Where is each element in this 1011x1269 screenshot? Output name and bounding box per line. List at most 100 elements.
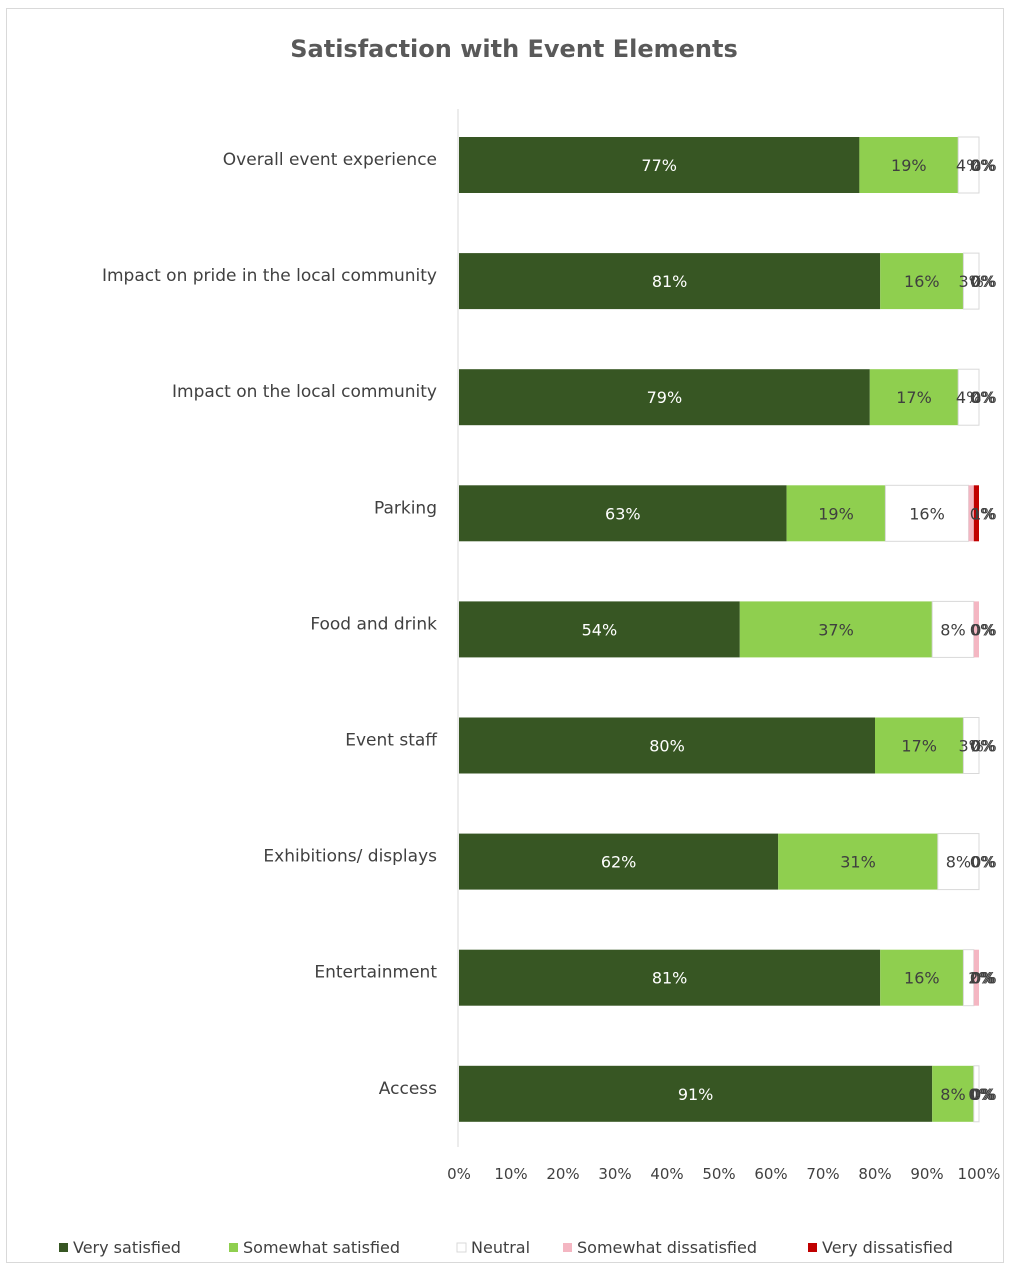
x-tick-label-4: 40% bbox=[650, 1165, 683, 1183]
bar-neutral-overall-event-experience bbox=[957, 136, 980, 194]
category-label-entertainment: Entertainment bbox=[314, 963, 437, 983]
data-labels: 77% 19% 4%0%0%81% 16% 3%0%0%79% 17% 4%0%0%63% 1… bbox=[582, 156, 997, 1104]
data-label-very-satisfied-food-and-drink: 54% bbox=[582, 620, 618, 639]
bar-neutral-event-staff bbox=[962, 717, 980, 774]
bar-very-satisfied-event-staff bbox=[459, 717, 875, 774]
data-label-somewhat-satisfied-access: 8% bbox=[940, 1085, 965, 1104]
x-tick-label-5: 50% bbox=[702, 1165, 735, 1183]
legend-label-neutral: Neutral bbox=[471, 1238, 530, 1257]
bar-very-satisfied-entertainment bbox=[459, 949, 881, 1006]
bar-very-satisfied-impact-on-the-local-community bbox=[459, 369, 870, 426]
data-label-very-satisfied-event-staff: 80% bbox=[649, 737, 685, 756]
bar-somewhat-satisfied-access bbox=[932, 1065, 974, 1122]
data-label-neutral-impact-on-pride-in-the-local-community: 3% bbox=[959, 272, 984, 291]
data-label-neutral-exhibitions-displays: 8% bbox=[946, 853, 971, 872]
data-label-somewhat-dissatisfied-overall-event-experience: 0% bbox=[970, 156, 995, 175]
bar-very-satisfied-access bbox=[459, 1065, 933, 1122]
x-tick-label-2: 20% bbox=[546, 1165, 579, 1183]
data-label-very-dissatisfied-parking: 1% bbox=[971, 504, 996, 523]
bar-very-satisfied-overall-event-experience bbox=[459, 137, 860, 193]
bar-somewhat-satisfied-impact-on-the-local-community bbox=[869, 369, 959, 426]
bar-neutral-exhibitions-displays bbox=[937, 833, 980, 891]
data-label-very-satisfied-entertainment: 81% bbox=[652, 969, 688, 988]
data-label-somewhat-dissatisfied-parking: 0% bbox=[970, 504, 995, 523]
category-label-impact-on-the-local-community: Impact on the local community bbox=[172, 382, 437, 402]
category-labels: Overall event experience Impact on pride … bbox=[102, 150, 438, 1099]
bar-very-satisfied-exhibitions-displays bbox=[459, 833, 779, 890]
data-label-somewhat-dissatisfied-entertainment: 0% bbox=[970, 969, 995, 988]
data-label-somewhat-satisfied-event-staff: 17% bbox=[901, 737, 937, 756]
data-label-somewhat-satisfied-impact-on-the-local-community: 17% bbox=[896, 388, 932, 407]
bar-somewhat-satisfied-exhibitions-displays bbox=[778, 833, 938, 890]
legend: Very satisfied Somewhat satisfied Neutral S… bbox=[59, 1238, 953, 1257]
data-label-very-dissatisfied-overall-event-experience: 0% bbox=[971, 156, 996, 175]
data-label-very-dissatisfied-exhibitions-displays: 0% bbox=[971, 853, 996, 872]
legend-label-somewhat-dissatisfied: Somewhat dissatisfied bbox=[577, 1238, 757, 1257]
data-label-very-satisfied-impact-on-pride-in-the-local-community: 81% bbox=[652, 272, 688, 291]
data-label-somewhat-dissatisfied-access: 0% bbox=[970, 1085, 995, 1104]
category-label-event-staff: Event staff bbox=[345, 731, 438, 751]
x-axis-tick-labels: 0% 10% 20% 30% 40% 50% 60% 70% 80% 90% 100% bbox=[447, 1165, 1000, 1183]
category-label-exhibitions-displays: Exhibitions/ displays bbox=[263, 847, 437, 867]
data-label-somewhat-dissatisfied-food-and-drink: 0% bbox=[970, 620, 995, 639]
legend-swatch-neutral bbox=[456, 1242, 467, 1253]
bar-neutral-access bbox=[973, 1065, 980, 1123]
legend-swatch-very-dissatisfied bbox=[808, 1243, 817, 1252]
bar-somewhat-dissatisfied-parking bbox=[968, 485, 974, 542]
bar-neutral-impact-on-pride-in-the-local-community bbox=[962, 252, 980, 310]
x-tick-label-1: 10% bbox=[494, 1165, 527, 1183]
bar-somewhat-satisfied-parking bbox=[786, 485, 886, 542]
chart-frame: Satisfaction with Event Elements Overall… bbox=[6, 8, 1004, 1263]
data-label-somewhat-satisfied-impact-on-pride-in-the-local-community: 16% bbox=[904, 272, 940, 291]
legend-label-very-dissatisfied: Very dissatisfied bbox=[822, 1238, 953, 1257]
bar-somewhat-satisfied-overall-event-experience bbox=[859, 137, 959, 193]
data-label-neutral-parking: 16% bbox=[909, 504, 945, 523]
bar-very-satisfied-parking bbox=[459, 485, 787, 542]
category-label-food-and-drink: Food and drink bbox=[310, 614, 437, 634]
legend-label-very-satisfied: Very satisfied bbox=[73, 1238, 181, 1257]
data-label-very-dissatisfied-access: 0% bbox=[971, 1085, 996, 1104]
data-label-very-dissatisfied-impact-on-pride-in-the-local-community: 0% bbox=[971, 272, 996, 291]
data-label-somewhat-dissatisfied-impact-on-the-local-community: 0% bbox=[970, 388, 995, 407]
bar-somewhat-dissatisfied-entertainment bbox=[973, 949, 979, 1006]
stacked-bar-chart: Satisfaction with Event Elements Overall… bbox=[59, 35, 1000, 1257]
legend-swatch-somewhat-dissatisfied bbox=[563, 1243, 572, 1252]
legend-swatch-somewhat-satisfied bbox=[229, 1243, 238, 1252]
data-label-somewhat-dissatisfied-event-staff: 0% bbox=[970, 737, 995, 756]
x-tick-label-8: 80% bbox=[858, 1165, 891, 1183]
category-label-overall-event-experience: Overall event experience bbox=[223, 150, 437, 170]
data-label-very-dissatisfied-food-and-drink: 0% bbox=[971, 620, 996, 639]
x-tick-label-6: 60% bbox=[754, 1165, 787, 1183]
bar-segments bbox=[459, 136, 980, 1123]
category-label-access: Access bbox=[379, 1079, 437, 1099]
legend-label-somewhat-satisfied: Somewhat satisfied bbox=[243, 1238, 400, 1257]
bar-somewhat-satisfied-impact-on-pride-in-the-local-community bbox=[880, 253, 964, 310]
category-label-parking: Parking bbox=[374, 498, 437, 518]
bar-very-satisfied-impact-on-pride-in-the-local-community bbox=[459, 253, 881, 310]
data-label-neutral-food-and-drink: 8% bbox=[940, 620, 965, 639]
data-label-somewhat-satisfied-overall-event-experience: 19% bbox=[891, 156, 927, 175]
x-tick-label-9: 90% bbox=[910, 1165, 943, 1183]
data-label-somewhat-satisfied-exhibitions-displays: 31% bbox=[840, 853, 876, 872]
data-label-somewhat-satisfied-food-and-drink: 37% bbox=[818, 620, 854, 639]
data-label-neutral-overall-event-experience: 4% bbox=[956, 156, 981, 175]
data-label-very-satisfied-overall-event-experience: 77% bbox=[641, 156, 677, 175]
data-label-very-dissatisfied-entertainment: 0% bbox=[971, 969, 996, 988]
bar-somewhat-satisfied-event-staff bbox=[875, 717, 964, 774]
data-label-somewhat-dissatisfied-exhibitions-displays: 0% bbox=[970, 853, 995, 872]
data-label-neutral-impact-on-the-local-community: 4% bbox=[956, 388, 981, 407]
data-label-neutral-event-staff: 3% bbox=[959, 737, 984, 756]
legend-swatch-very-satisfied bbox=[59, 1243, 68, 1252]
data-label-very-satisfied-impact-on-the-local-community: 79% bbox=[647, 388, 683, 407]
x-tick-label-0: 0% bbox=[447, 1165, 471, 1183]
x-tick-label-7: 70% bbox=[806, 1165, 839, 1183]
data-label-neutral-access: 0% bbox=[968, 1085, 993, 1104]
data-label-somewhat-dissatisfied-impact-on-pride-in-the-local-community: 0% bbox=[970, 272, 995, 291]
data-label-very-satisfied-parking: 63% bbox=[605, 504, 641, 523]
bar-somewhat-satisfied-entertainment bbox=[880, 949, 964, 1006]
data-label-somewhat-satisfied-entertainment: 16% bbox=[904, 969, 940, 988]
data-label-very-satisfied-access: 91% bbox=[678, 1085, 714, 1104]
bar-very-dissatisfied-parking bbox=[973, 485, 979, 542]
category-label-impact-on-pride-in-the-local-community: Impact on pride in the local community bbox=[102, 266, 437, 286]
bar-somewhat-satisfied-food-and-drink bbox=[739, 601, 933, 658]
